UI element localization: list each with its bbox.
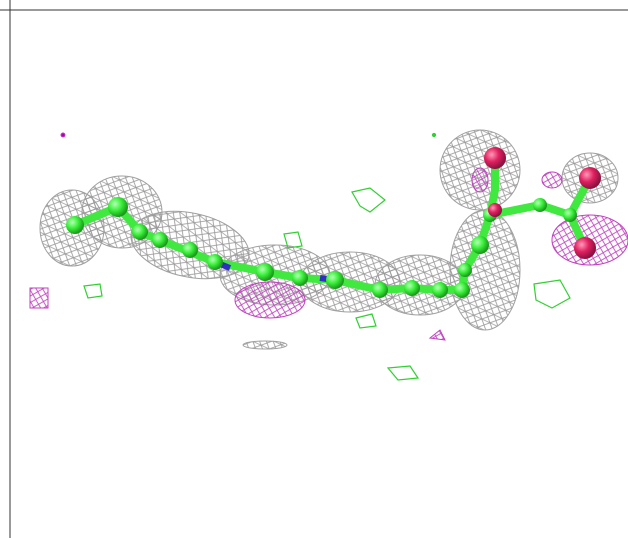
bond-branch (486, 174, 594, 220)
difference-mesh-negative (29, 132, 628, 341)
oxygen-atoms (484, 147, 601, 259)
difference-mesh-positive (83, 132, 571, 381)
density-mesh (39, 129, 619, 350)
atoms (66, 197, 577, 298)
